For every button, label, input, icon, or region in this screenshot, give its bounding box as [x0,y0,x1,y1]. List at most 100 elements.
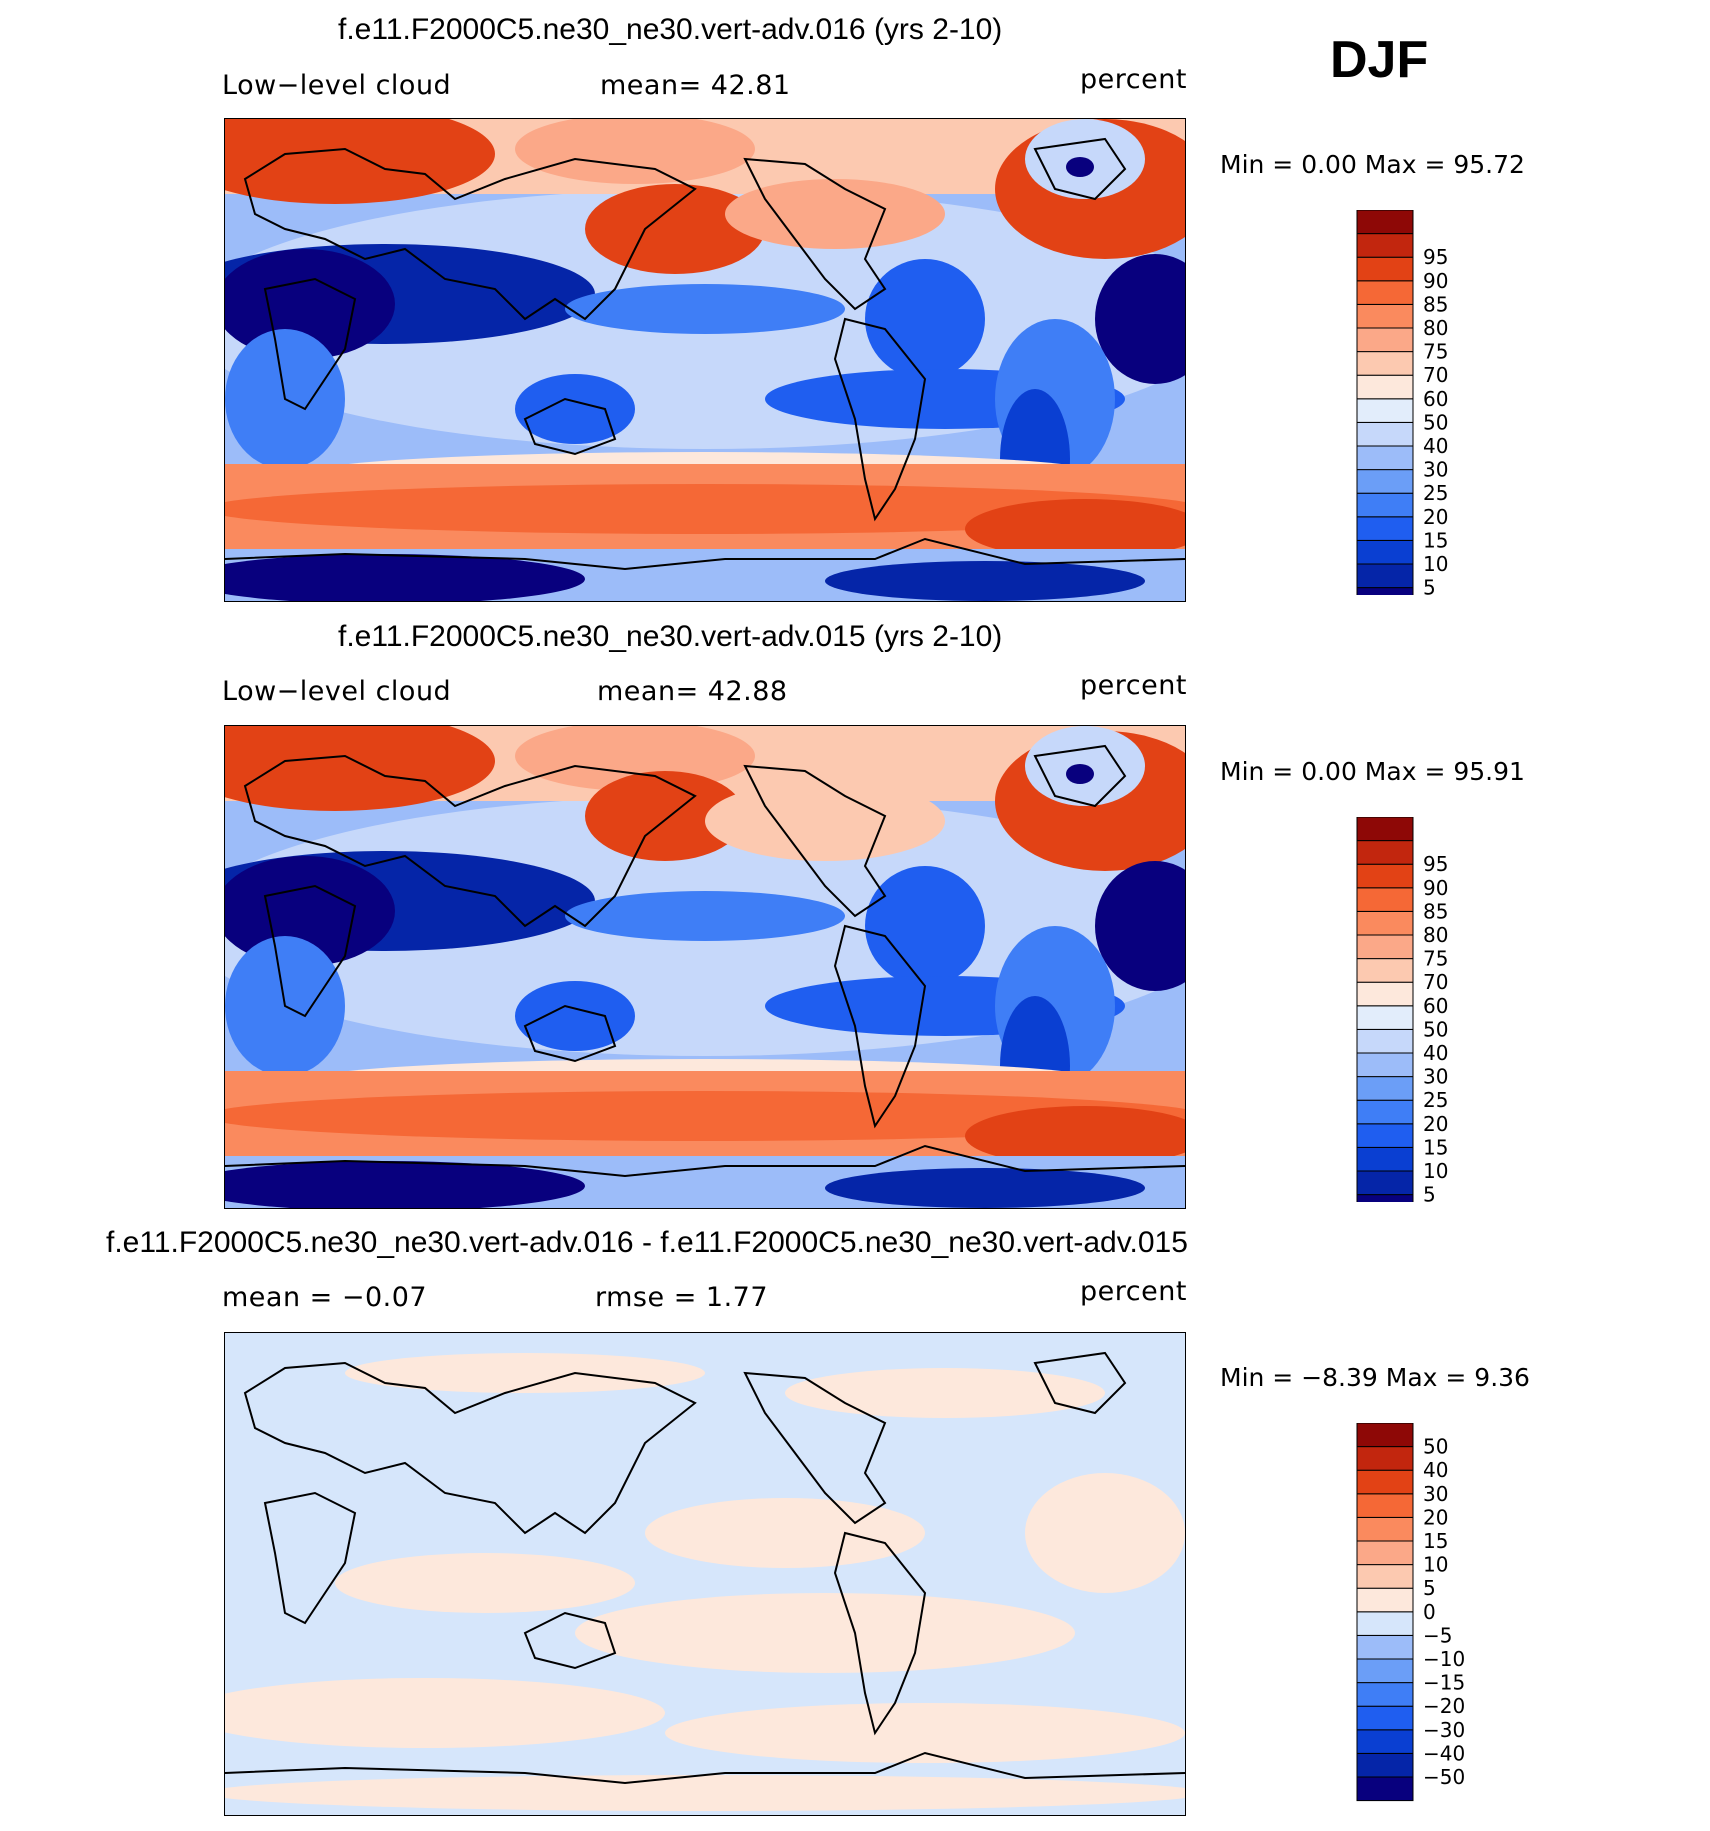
panel-1-colorbar-tick-label: 50 [1423,410,1448,434]
panel-1-min-max: Min = 0.00 Max = 95.72 [1220,150,1525,179]
panel-3-colorbar-box [1356,1658,1414,1684]
panel-1-colorbar-box [1356,280,1414,305]
panel-1-colorbar-box [1356,421,1414,447]
panel-3-colorbar-box [1356,1446,1414,1471]
panel-1-colorbar-tick-label: 90 [1423,269,1448,293]
panel-2-colorbar-tick-label: 20 [1423,1112,1448,1136]
panel-3-colorbar-tick-label: −20 [1423,1694,1465,1718]
panel-1-colorbar-tick-label: 15 [1423,528,1448,552]
panel-3-colorbar-tick-label: −50 [1423,1765,1465,1789]
season-label: DJF [1330,31,1429,89]
panel-3-min-max: Min = −8.39 Max = 9.36 [1220,1363,1530,1392]
panel-3-colorbar-box [1356,1611,1414,1636]
panel-3-colorbar-tick-label: −5 [1423,1623,1452,1647]
panel-3-colorbar-box [1356,1705,1414,1731]
panel-2-colorbar-box [1356,1194,1414,1202]
panel-3-colorbar-tick-label: 30 [1423,1482,1448,1506]
panel-2-colorbar-tick-label: 95 [1423,852,1448,876]
panel-2-colorbar-tick-label: 10 [1423,1159,1448,1183]
panel-1-colorbar-box [1356,327,1414,353]
panel-2-mean-label: mean= 42.88 [597,676,788,707]
panel-3-colorbar-tick-label: 5 [1423,1576,1436,1600]
panel-3-colorbar-box [1356,1587,1414,1613]
panel-2-colorbar-tick-label: 30 [1423,1065,1448,1089]
panel-1-title: f.e11.F2000C5.ne30_ne30.vert-adv.016 (yr… [338,13,1003,46]
panel-2-colorbar-box [1356,981,1414,1007]
panel-1-colorbar-tick-label: 70 [1423,363,1448,387]
panel-2-colorbar-tick-label: 15 [1423,1135,1448,1159]
panel-2-colorbar-box [1356,1028,1414,1054]
panel-1-colorbar-box [1356,303,1414,329]
panel-2-colorbar-box [1356,1099,1414,1125]
panel-2-map [175,711,1225,1211]
panel-1-field [175,104,1225,604]
panel-3-colorbar-tick-label: −10 [1423,1647,1465,1671]
panel-2-colorbar-tick-label: 40 [1423,1041,1448,1065]
panel-1-colorbar-box [1356,516,1414,541]
panel-1-colorbar-box [1356,445,1414,471]
panel-2-colorbar-tick-label: 75 [1423,947,1448,971]
panel-3-colorbar-box [1356,1634,1414,1660]
panel-3-colorbar-tick-label: 15 [1423,1529,1448,1553]
panel-3-colorbar-tick-label: 40 [1423,1458,1448,1482]
panel-1-variable-label: Low−level cloud [222,70,452,101]
panel-2-title: f.e11.F2000C5.ne30_ne30.vert-adv.015 (yr… [338,620,1003,653]
panel-3-title: f.e11.F2000C5.ne30_ne30.vert-adv.016 - f… [106,1226,1188,1259]
panel-2-colorbar-tick-label: 85 [1423,899,1448,923]
panel-1-colorbar-tick-label: 5 [1423,576,1436,595]
panel-2-colorbar-box [1356,1146,1414,1172]
panel-1-colorbar-tick-label: 80 [1423,316,1448,340]
panel-2-colorbar-box [1356,817,1414,842]
panel-2-colorbar-box [1356,887,1414,912]
panel-3-colorbar-box [1356,1729,1414,1754]
panel-2-colorbar-box [1356,934,1414,960]
panel-2-min-max: Min = 0.00 Max = 95.91 [1220,757,1525,786]
panel-1-colorbar-box [1356,374,1414,400]
panel-2-variable-label: Low−level cloud [222,676,452,707]
panel-2-colorbar-box [1356,1123,1414,1148]
panel-3-colorbar-box [1356,1776,1414,1802]
panel-2-colorbar-tick-label: 70 [1423,970,1448,994]
panel-3-field [185,1333,1205,1815]
panel-2-colorbar-box [1356,1005,1414,1030]
panel-2-colorbar-box [1356,840,1414,865]
panel-1-colorbar-box [1356,210,1414,235]
panel-1-colorbar-box [1356,469,1414,494]
panel-2-colorbar-tick-label: 5 [1423,1183,1436,1202]
panel-1-colorbar-tick-label: 85 [1423,292,1448,316]
panel-1-units-label: percent [1080,64,1187,95]
panel-1-colorbar-box [1356,398,1414,423]
panel-3-colorbar-box [1356,1752,1414,1778]
panel-2-colorbar-tick-label: 80 [1423,923,1448,947]
panel-3-colorbar-box [1356,1493,1414,1518]
panel-1-colorbar-box [1356,492,1414,518]
panel-3-colorbar-tick-label: 10 [1423,1553,1448,1577]
panel-3-colorbar-box [1356,1516,1414,1542]
panel-2-colorbar-box [1356,863,1414,889]
panel-2-field [175,711,1225,1211]
panel-1-colorbar-tick-label: 75 [1423,340,1448,364]
panel-2-colorbar-tick-label: 90 [1423,876,1448,900]
panel-1-colorbar-box [1356,233,1414,258]
panel-3-colorbar-tick-label: 50 [1423,1435,1448,1459]
panel-3-units-label: percent [1080,1276,1187,1307]
panel-3-colorbar-box [1356,1564,1414,1589]
panel-1-colorbar-tick-label: 10 [1423,552,1448,576]
panel-3-map [185,1332,1205,1816]
panel-2-colorbar-box [1356,910,1414,936]
panel-3-colorbar-tick-label: 0 [1423,1600,1436,1624]
panel-1-colorbar-box [1356,587,1414,595]
panel-1-colorbar-tick-label: 25 [1423,481,1448,505]
panel-3-colorbar-tick-label: −15 [1423,1671,1465,1695]
panel-1-colorbar-tick-label: 30 [1423,458,1448,482]
panel-1-colorbar-tick-label: 60 [1423,387,1448,411]
panel-3-colorbar-box [1356,1682,1414,1707]
panel-3-colorbar-box [1356,1469,1414,1495]
panel-2-colorbar-tick-label: 25 [1423,1088,1448,1112]
panel-2-colorbar-box [1356,1052,1414,1078]
panel-1-colorbar-box [1356,563,1414,589]
panel-3-mean-label: mean = −0.07 [222,1282,428,1313]
